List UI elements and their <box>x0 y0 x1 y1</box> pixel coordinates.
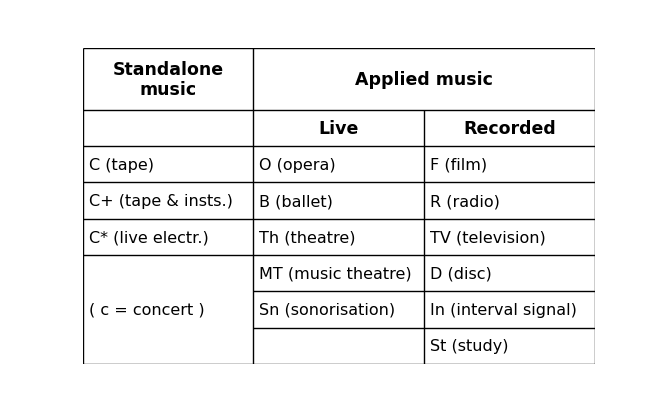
Text: D (disc): D (disc) <box>430 266 492 281</box>
Text: C* (live electr.): C* (live electr.) <box>89 230 208 245</box>
Text: Sn (sonorisation): Sn (sonorisation) <box>259 302 395 317</box>
Text: Live: Live <box>319 119 359 137</box>
Text: St (study): St (study) <box>430 338 508 353</box>
Text: Recorded: Recorded <box>463 119 556 137</box>
Text: Th (theatre): Th (theatre) <box>259 230 356 245</box>
Text: Standalone
music: Standalone music <box>112 61 223 99</box>
Text: ( c = concert ): ( c = concert ) <box>89 302 204 317</box>
Text: MT (music theatre): MT (music theatre) <box>259 266 412 281</box>
Text: B (ballet): B (ballet) <box>259 193 333 209</box>
Text: Applied music: Applied music <box>355 71 493 89</box>
Text: TV (television): TV (television) <box>430 230 546 245</box>
Text: F (film): F (film) <box>430 157 487 172</box>
Text: C+ (tape & insts.): C+ (tape & insts.) <box>89 193 233 209</box>
Text: In (interval signal): In (interval signal) <box>430 302 577 317</box>
Text: O (opera): O (opera) <box>259 157 336 172</box>
Text: C (tape): C (tape) <box>89 157 154 172</box>
Text: R (radio): R (radio) <box>430 193 500 209</box>
